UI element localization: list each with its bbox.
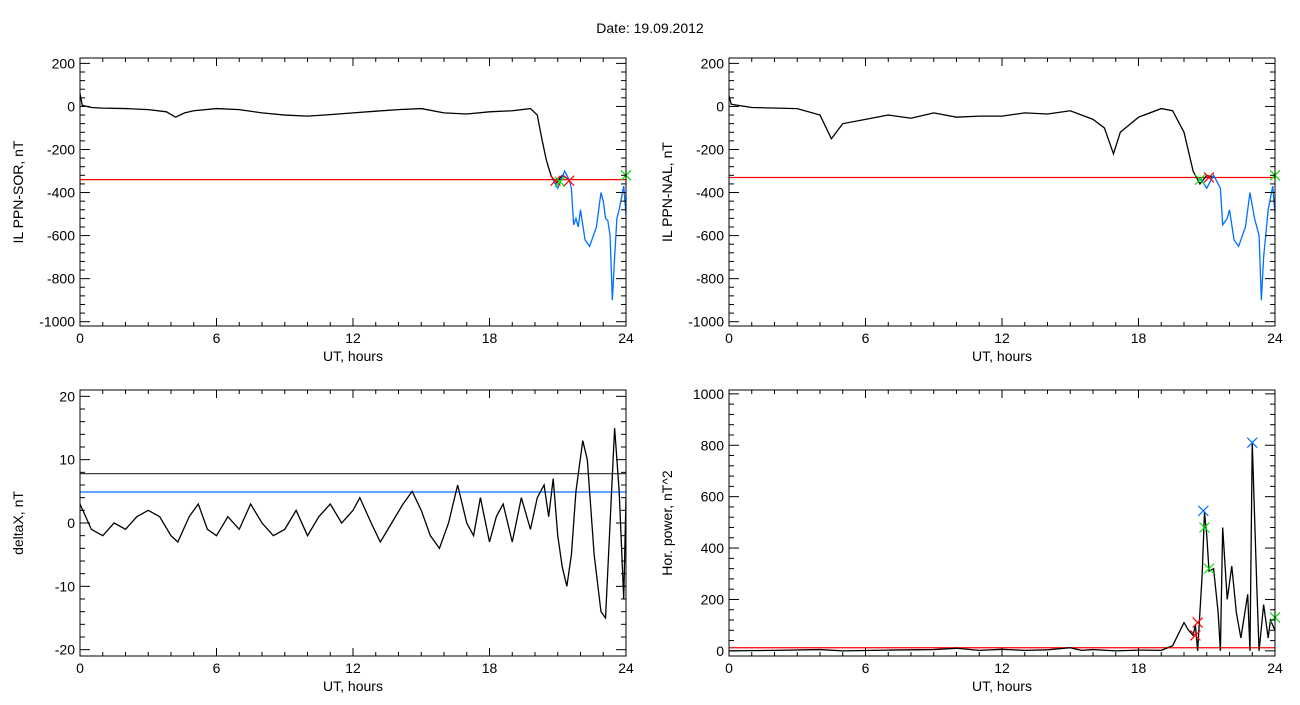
x-axis-label: UT, hours: [323, 678, 383, 694]
x-tick-label: 6: [862, 660, 870, 676]
y-tick-label: 0: [716, 643, 724, 659]
x-tick-label: 6: [213, 330, 221, 346]
y-tick-label: -400: [47, 185, 75, 201]
y-tick-label: 0: [716, 98, 724, 114]
figure-title: Date: 19.09.2012: [596, 20, 704, 36]
x-tick-label: 24: [618, 660, 634, 676]
x-tick-label: 6: [862, 330, 870, 346]
y-axis-label: IL PPN-NAL, nT: [659, 142, 675, 242]
x-tick-label: 12: [345, 660, 361, 676]
x-tick-label: 0: [76, 660, 84, 676]
x-axis-label: UT, hours: [972, 678, 1032, 694]
series-line-0: [80, 93, 570, 186]
y-axis-label: Hor. power, nT^2: [659, 470, 675, 576]
series-line-0: [729, 95, 1214, 186]
y-tick-label: -400: [696, 185, 724, 201]
event-marker: [554, 176, 566, 188]
y-tick-label: -800: [47, 271, 75, 287]
y-tick-label: 200: [52, 55, 76, 71]
panel-2: 0 6 12 18 24 200 0 -200 -400 -600 -800 -1000 UT, hou…: [659, 55, 1283, 364]
x-tick-label: 24: [1267, 660, 1283, 676]
plot-frame: [79, 389, 627, 657]
x-tick-label: 12: [994, 660, 1010, 676]
y-tick-label: 600: [701, 489, 725, 505]
x-tick-label: 0: [725, 660, 733, 676]
panel-3: 0 6 12 18 24 20 10 0 -10 -20 UT, hours deltaX, nT: [10, 388, 634, 694]
y-tick-label: 0: [67, 515, 75, 531]
panel-1: 0 6 12 18 24 200 0 -200 -400 -600 -800 -1000 UT, hou…: [10, 55, 634, 364]
x-tick-label: 12: [994, 330, 1010, 346]
y-tick-label: -600: [47, 228, 75, 244]
event-marker: [1189, 630, 1201, 641]
x-tick-label: 6: [213, 660, 221, 676]
event-marker: [1203, 172, 1215, 183]
y-tick-label: -600: [696, 228, 724, 244]
y-axis-label: IL PPN-SOR, nT: [10, 140, 26, 243]
x-tick-label: 24: [618, 330, 634, 346]
y-tick-label: 20: [59, 388, 75, 404]
plot-frame: [728, 389, 1276, 657]
event-marker: [1246, 437, 1258, 449]
x-axis-label: UT, hours: [972, 348, 1032, 364]
event-marker: [550, 175, 561, 187]
x-tick-label: 18: [1131, 660, 1147, 676]
y-tick-label: -800: [696, 271, 724, 287]
y-tick-label: -10: [55, 578, 75, 594]
x-tick-label: 12: [345, 330, 361, 346]
series-line-0: [729, 442, 1275, 652]
y-tick-label: -20: [55, 642, 75, 658]
plot-frame: [79, 57, 627, 327]
x-tick-label: 0: [76, 330, 84, 346]
y-tick-label: 1000: [693, 386, 724, 402]
panel-4: 0 6 12 18 24 1000 800 600 400 200 0 UT, hours Hor. p…: [659, 386, 1283, 694]
y-tick-label: 200: [701, 55, 725, 71]
y-tick-label: -1000: [688, 314, 724, 330]
plot-frame: [728, 57, 1276, 327]
y-tick-label: -1000: [39, 314, 75, 330]
event-marker: [563, 175, 575, 187]
series-line-1: [1199, 173, 1275, 301]
y-tick-label: 200: [701, 591, 725, 607]
y-tick-label: 0: [67, 98, 75, 114]
x-tick-label: 18: [1131, 330, 1147, 346]
y-tick-label: 400: [701, 540, 725, 556]
y-tick-label: -200: [696, 141, 724, 157]
x-axis-label: UT, hours: [323, 348, 383, 364]
y-tick-label: -200: [47, 141, 75, 157]
event-marker: [1199, 522, 1210, 533]
x-tick-label: 18: [482, 660, 498, 676]
x-tick-label: 18: [482, 330, 498, 346]
event-marker: [1194, 174, 1206, 186]
y-tick-label: 800: [701, 437, 725, 453]
series-line-1: [552, 169, 626, 301]
event-marker: [1197, 505, 1209, 517]
event-marker: [1192, 617, 1204, 629]
event-marker: [1203, 563, 1215, 575]
x-tick-label: 24: [1267, 330, 1283, 346]
x-tick-label: 0: [725, 330, 733, 346]
series-line-0: [80, 427, 626, 620]
y-axis-label: deltaX, nT: [10, 491, 26, 555]
y-tick-label: 10: [59, 452, 75, 468]
